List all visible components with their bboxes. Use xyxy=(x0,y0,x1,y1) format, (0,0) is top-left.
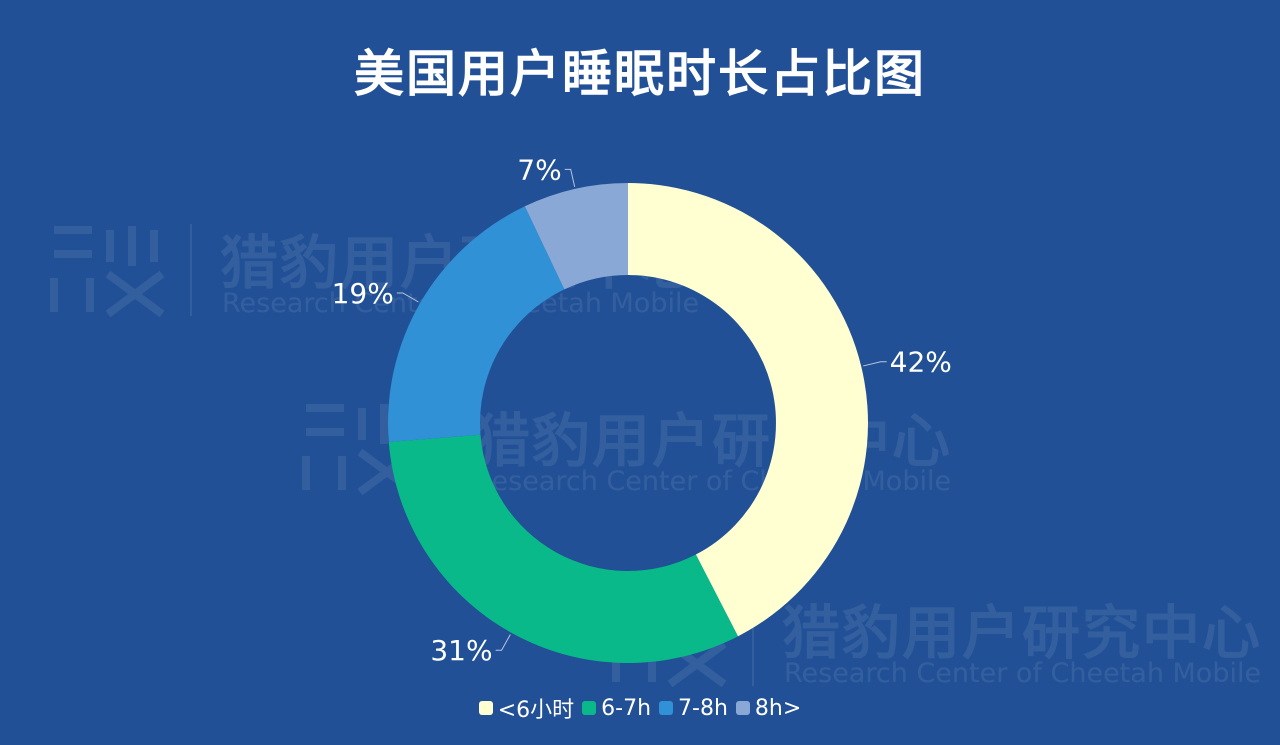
data-label-1: 31% xyxy=(430,634,492,667)
legend-label-1: 6-7h xyxy=(601,695,652,721)
legend-swatch-0 xyxy=(478,701,493,715)
label-leader-line-3 xyxy=(564,168,576,188)
legend-item-1: 6-7h xyxy=(582,696,651,721)
legend-item-0: <6小时 xyxy=(478,692,575,724)
chart-legend: <6小时 6-7h 7-8h 8h> xyxy=(0,692,1280,724)
donut-slice-2 xyxy=(388,206,565,443)
legend-swatch-3 xyxy=(735,701,750,715)
donut-slice-0 xyxy=(628,183,868,637)
chart-title: 美国用户睡眠时长占比图 xyxy=(354,45,926,103)
legend-item-3: 8h> xyxy=(735,695,802,721)
data-label-0: 42% xyxy=(890,346,952,379)
label-leader-line-0 xyxy=(863,361,887,367)
label-leader-line-1 xyxy=(495,634,511,651)
data-label-2: 19% xyxy=(332,277,394,310)
legend-swatch-1 xyxy=(582,701,597,715)
label-leader-line-2 xyxy=(396,292,419,303)
legend-label-0: <6小时 xyxy=(497,698,575,723)
legend-item-2: 7-8h xyxy=(659,696,728,721)
legend-label-2: 7-8h xyxy=(678,695,728,721)
data-label-3: 7% xyxy=(517,153,561,186)
donut-slice-1 xyxy=(388,434,738,663)
legend-swatch-2 xyxy=(659,701,674,715)
legend-label-3: 8h> xyxy=(754,695,802,721)
donut-slice-3 xyxy=(524,183,628,290)
